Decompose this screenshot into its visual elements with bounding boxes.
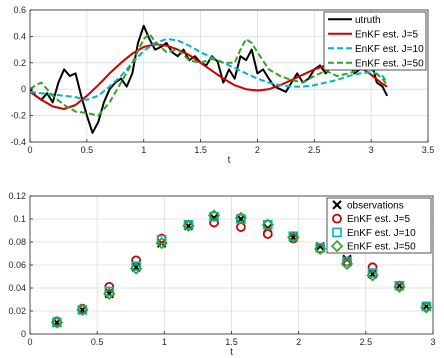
x-tick-label: 2 <box>255 145 260 155</box>
x-tick-label: 0 <box>27 337 32 347</box>
series-4-point <box>261 218 274 231</box>
legend-box <box>326 197 432 254</box>
x-tick-label: 0 <box>27 145 32 155</box>
legend-marker <box>332 227 342 238</box>
y-tick-label: -0.4 <box>10 137 26 147</box>
series-3-point <box>367 268 378 278</box>
y-tick-label: 0.4 <box>13 31 26 41</box>
x-tick-label: 3.5 <box>422 145 435 155</box>
y-tick-label: 0.1 <box>13 214 26 224</box>
y-tick-label: -0.2 <box>10 111 26 121</box>
legend-label: EnKF est. J=50 <box>355 58 424 69</box>
x-axis-label: t <box>228 155 231 166</box>
x-tick-label: 1 <box>162 337 167 347</box>
series-4-point <box>420 301 433 314</box>
y-tick-label: 0.12 <box>8 191 26 201</box>
legend-marker <box>332 213 342 224</box>
series-2-point <box>209 217 219 228</box>
series-4-point <box>207 209 221 222</box>
series-3-point <box>104 286 115 297</box>
legend: utruth EnKF est. J=5 EnKF est. J=10 EnKF es… <box>323 11 427 71</box>
x-tick-label: 1 <box>141 145 146 155</box>
series-4-point <box>182 219 195 233</box>
series-4-point <box>155 237 168 250</box>
series-3-point <box>156 234 167 245</box>
legend-marker <box>332 200 342 210</box>
legend-label: observations <box>347 200 404 211</box>
x-tick-label: 3 <box>430 337 435 347</box>
x-axis-label: t <box>230 347 233 358</box>
series-4-point <box>314 242 327 256</box>
legend-marker <box>330 239 344 253</box>
series-4-point <box>366 269 379 282</box>
chart-panel-1: 0 0.5 1 1.5 2 2.5 3 3.5 -0.4 -0.2 0 0.2 0.4 0.6 t utrut… <box>10 5 434 166</box>
y-tick-label: 0.08 <box>8 237 26 247</box>
x-tick-label: 1.5 <box>194 145 207 155</box>
x-tick-label: 2.5 <box>308 145 321 155</box>
series-3-point <box>342 256 352 267</box>
axes-box <box>29 9 429 143</box>
y-tick-label: 0 <box>21 329 26 339</box>
x-tick-label: 0.5 <box>81 145 94 155</box>
legend-label: EnKF est. J=5 <box>355 29 419 40</box>
series-4-point <box>129 262 143 275</box>
x-tick-label: 2.5 <box>360 337 373 347</box>
x-tick-label: 3 <box>369 145 374 155</box>
y-tick-label: 0.02 <box>8 306 26 316</box>
x-tick-label: 2 <box>296 337 301 347</box>
series-4-point <box>76 303 89 316</box>
legend-box <box>323 11 427 71</box>
y-tick-label: 0.6 <box>13 5 26 15</box>
chart-panel-2: 0 0.5 1 1.5 2 2.5 3 0 0.02 0.04 0.06 0.08 0.1 0.12 t ob… <box>8 191 435 358</box>
legend-label: EnKF est. J=50 <box>347 242 416 253</box>
series-4-point <box>287 231 300 244</box>
series-4-point <box>340 257 354 270</box>
legend-label: EnKF est. J=10 <box>347 228 416 239</box>
y-tick-label: 0.06 <box>8 260 26 270</box>
series-4-point <box>103 287 116 300</box>
y-tick-label: 0 <box>21 84 26 94</box>
x-tick-label: 1.5 <box>225 337 238 347</box>
data-layer <box>50 209 433 329</box>
series-4-line <box>30 32 388 117</box>
series-4-point <box>234 211 248 224</box>
y-tick-label: 0.04 <box>8 283 26 293</box>
y-tick-label: 0.2 <box>13 58 26 68</box>
x-tick-label: 0.5 <box>91 337 104 347</box>
series-3-line <box>30 38 388 101</box>
legend-label: EnKF est. J=5 <box>347 214 411 225</box>
series-4-point <box>393 280 406 293</box>
legend: observations EnKF est. J=5 EnKF est. J=10 E… <box>326 197 432 254</box>
legend-label: EnKF est. J=10 <box>355 44 424 55</box>
series-3-point <box>131 261 141 271</box>
legend-label: utruth <box>355 15 381 26</box>
series-4-point <box>50 316 63 329</box>
